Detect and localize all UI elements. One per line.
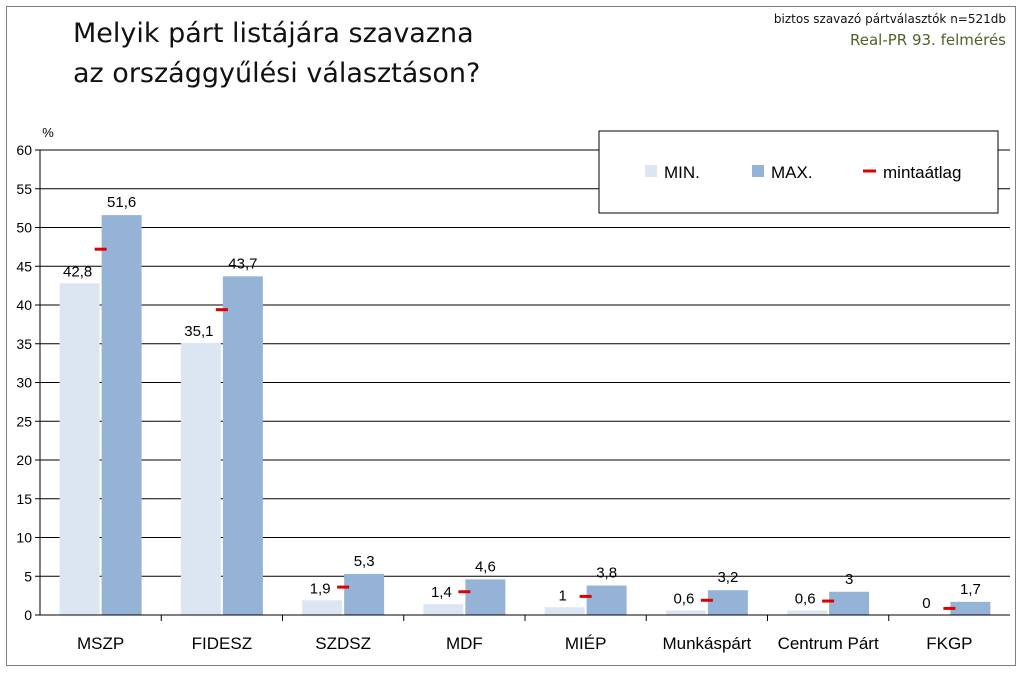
data-label-min: 1,9	[310, 580, 331, 597]
bar-max	[222, 276, 263, 615]
legend-swatch-max	[752, 165, 764, 177]
bar-max	[586, 585, 627, 615]
chart-frame	[6, 6, 1016, 666]
sample-info: biztos szavazó pártválasztók n=521db	[773, 12, 1006, 26]
y-tick-label: 20	[16, 452, 32, 468]
x-tick-label: FKGP	[926, 634, 972, 653]
y-tick-label: 0	[24, 607, 32, 623]
data-label-max: 3	[845, 571, 853, 588]
bar-max	[950, 601, 991, 615]
data-label-max: 1,7	[960, 581, 981, 598]
data-label-min: 1,4	[431, 584, 452, 601]
data-label-min: 42,8	[63, 263, 92, 280]
legend-box	[598, 130, 999, 214]
bar-min	[544, 607, 585, 615]
bar-min	[787, 610, 828, 615]
bar-min	[180, 342, 221, 615]
y-tick-label: 55	[16, 181, 32, 197]
x-tick-label: SZDSZ	[315, 634, 371, 653]
bar-min	[302, 600, 343, 615]
data-label-max: 4,6	[475, 558, 496, 575]
bar-min	[665, 610, 706, 615]
data-label-min: 1	[558, 587, 566, 604]
y-tick-label: 10	[16, 530, 32, 546]
legend-label-max: MAX.	[771, 163, 813, 182]
y-tick-label: 45	[16, 258, 32, 274]
data-label-min: 35,1	[184, 323, 213, 340]
legend-label-min: MIN.	[664, 163, 700, 182]
legend-swatch-min	[645, 165, 657, 177]
y-tick-label: 60	[16, 142, 32, 158]
bar-min	[423, 604, 464, 615]
y-tick-label: 50	[16, 220, 32, 236]
y-tick-label: 35	[16, 336, 32, 352]
bar-max	[344, 573, 385, 615]
x-tick-label: Centrum Párt	[778, 634, 879, 653]
data-label-max: 5,3	[354, 553, 375, 570]
x-tick-label: MIÉP	[565, 634, 607, 653]
survey-source: Real-PR 93. felmérés	[849, 31, 1006, 49]
x-tick-label: FIDESZ	[192, 634, 252, 653]
y-tick-label: 5	[24, 568, 32, 584]
bar-max	[707, 590, 748, 615]
bar-max	[829, 591, 870, 615]
data-label-min: 0	[922, 595, 930, 612]
data-label-max: 43,7	[228, 255, 257, 272]
y-tick-label: 15	[16, 491, 32, 507]
y-axis-unit: %	[42, 125, 54, 140]
y-tick-label: 40	[16, 297, 32, 313]
x-tick-label: MDF	[446, 634, 483, 653]
chart-title: Melyik párt listájára szavazna az ország…	[73, 18, 481, 89]
data-label-min: 0,6	[795, 590, 816, 607]
legend-label-avg: mintaátlag	[883, 163, 961, 182]
y-tick-label: 30	[16, 375, 32, 391]
bar-min	[59, 283, 100, 615]
x-tick-label: Munkáspárt	[662, 634, 751, 653]
x-tick-label: MSZP	[77, 634, 124, 653]
data-label-max: 51,6	[107, 194, 136, 211]
data-label-min: 0,6	[673, 590, 694, 607]
bar-max	[101, 215, 142, 615]
data-label-max: 3,8	[596, 565, 617, 582]
bar-max	[465, 579, 506, 615]
data-label-max: 3,2	[717, 569, 738, 586]
y-tick-label: 25	[16, 413, 32, 429]
